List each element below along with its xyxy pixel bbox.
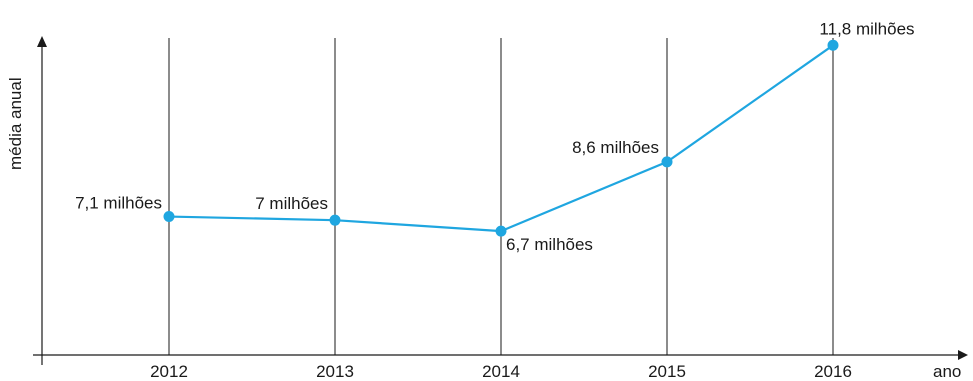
y-axis-arrow xyxy=(37,36,47,47)
axes xyxy=(33,36,968,365)
x-tick-label-2016: 2016 xyxy=(814,362,852,381)
data-labels: 7,1 milhões 7 milhões 6,7 milhões 8,6 milhõ… xyxy=(75,19,915,254)
data-point-2016 xyxy=(827,39,839,51)
data-point-2014 xyxy=(495,225,507,237)
data-point-2015 xyxy=(661,156,673,168)
data-label-2015: 8,6 milhões xyxy=(572,138,659,157)
y-axis-label: média anual xyxy=(6,77,25,170)
data-points xyxy=(163,39,839,237)
x-tick-label-2014: 2014 xyxy=(482,362,520,381)
data-label-2016: 11,8 milhões xyxy=(819,19,914,38)
data-point-2013 xyxy=(329,214,341,226)
x-axis-arrow xyxy=(958,350,968,360)
x-tick-labels: 2012 2013 2014 2015 2016 xyxy=(150,362,852,381)
data-label-2013: 7 milhões xyxy=(255,194,328,213)
data-point-2012 xyxy=(163,211,175,223)
data-label-2014: 6,7 milhões xyxy=(506,235,593,254)
x-tick-label-2012: 2012 xyxy=(150,362,188,381)
x-axis-label: ano xyxy=(933,362,961,381)
grid-lines xyxy=(168,38,834,355)
x-tick-label-2013: 2013 xyxy=(316,362,354,381)
data-label-2012: 7,1 milhões xyxy=(75,194,162,213)
x-tick-label-2015: 2015 xyxy=(648,362,686,381)
